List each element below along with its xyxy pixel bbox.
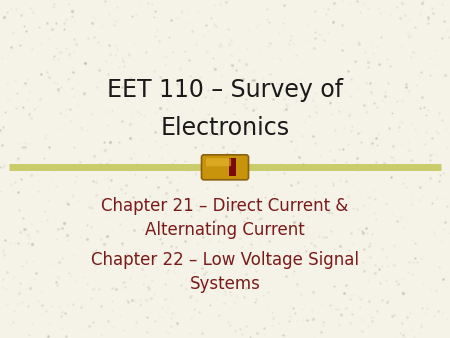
FancyBboxPatch shape	[229, 158, 236, 176]
FancyBboxPatch shape	[206, 158, 231, 166]
Text: Chapter 22 – Low Voltage Signal: Chapter 22 – Low Voltage Signal	[91, 251, 359, 269]
Text: Alternating Current: Alternating Current	[145, 221, 305, 239]
Text: EET 110 – Survey of: EET 110 – Survey of	[107, 78, 343, 102]
Text: Chapter 21 – Direct Current &: Chapter 21 – Direct Current &	[101, 197, 349, 215]
Text: Electronics: Electronics	[161, 116, 289, 140]
FancyBboxPatch shape	[202, 155, 248, 180]
Text: Systems: Systems	[189, 275, 261, 293]
